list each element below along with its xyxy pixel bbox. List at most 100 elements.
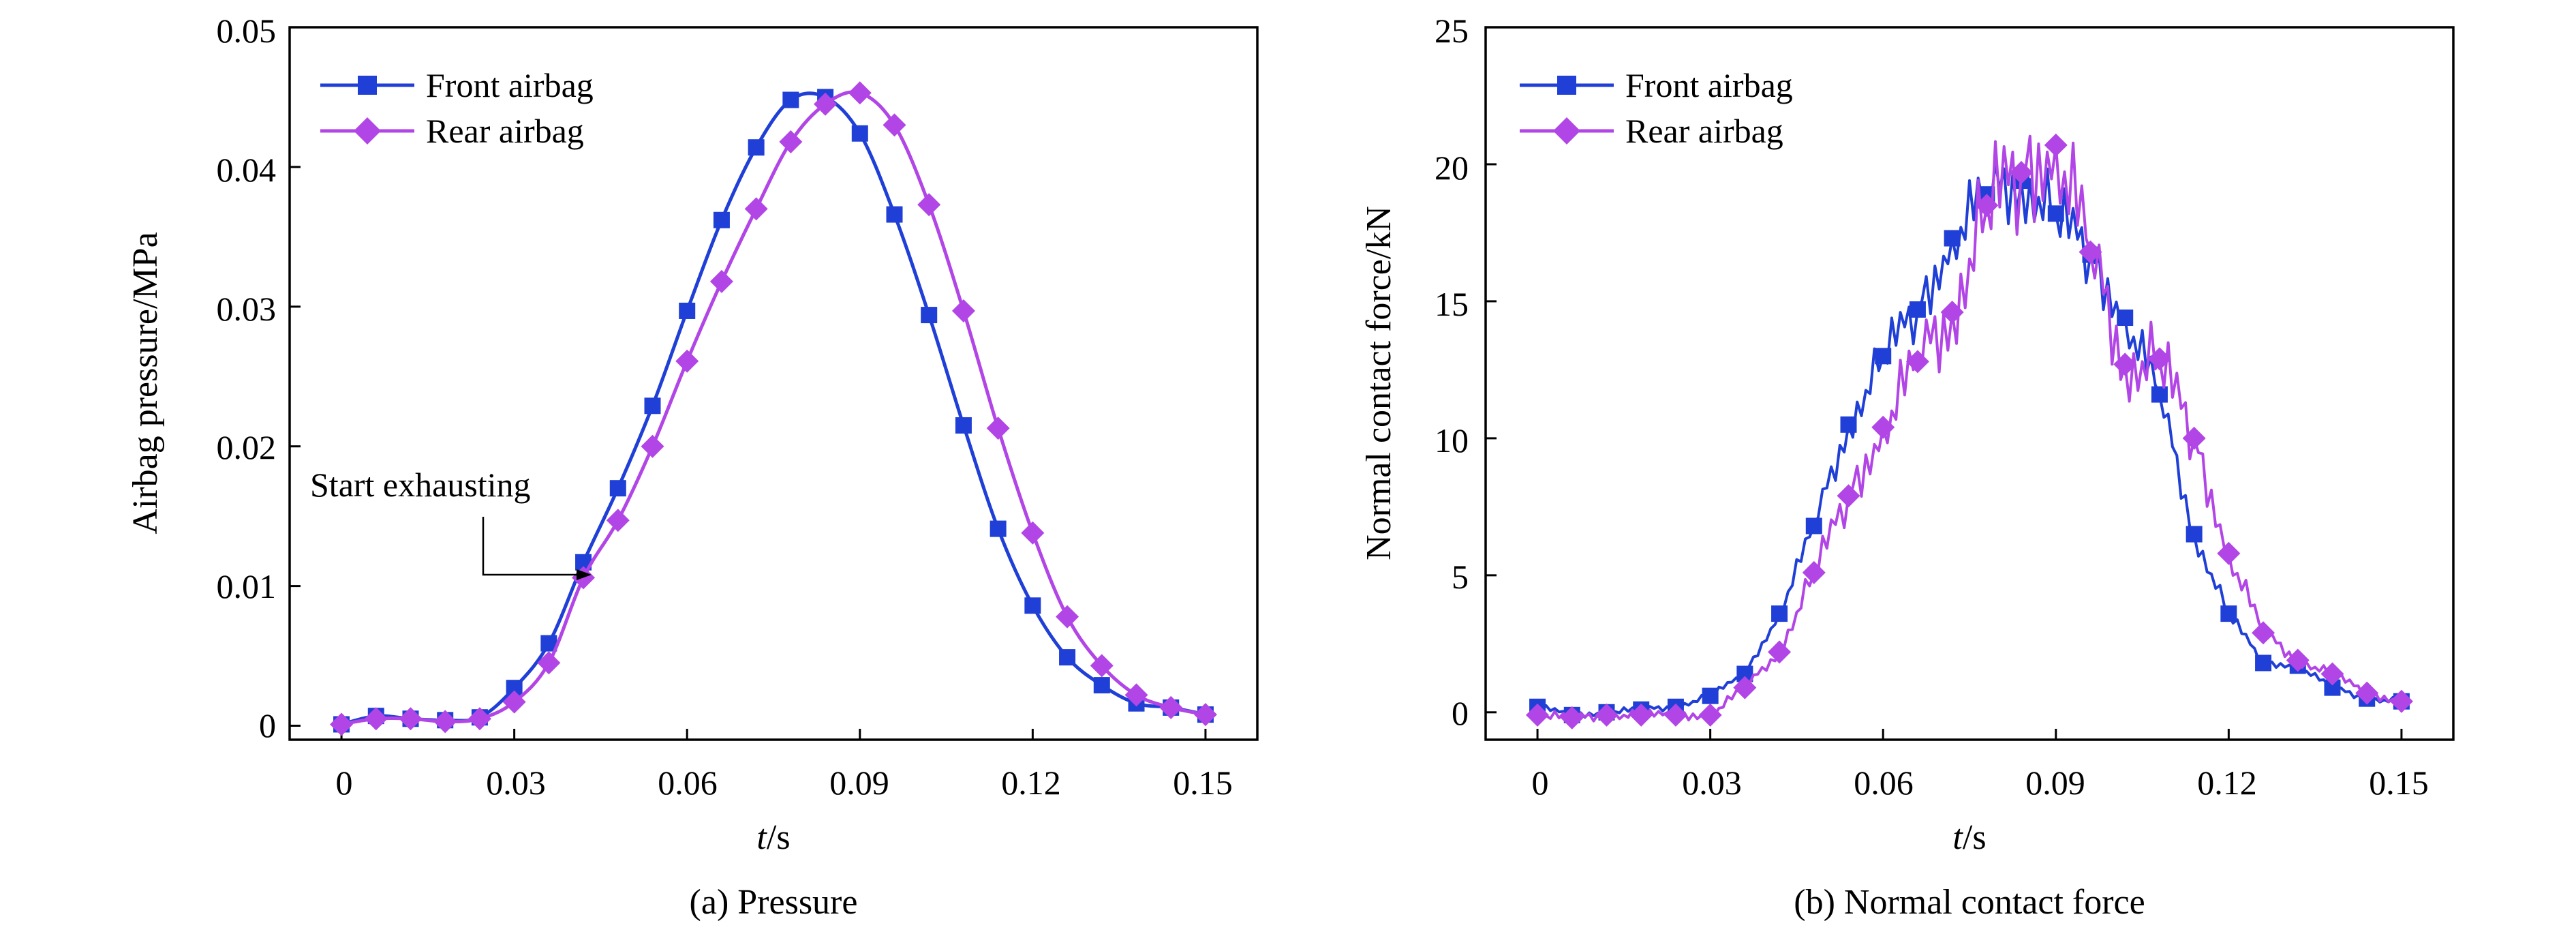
- chart-a-legend: Front airbag Rear airbag: [320, 66, 594, 150]
- chart-b-legend-rear-marker: [1553, 117, 1580, 145]
- chart-a-rear-airbag-marker: [675, 349, 699, 373]
- chart-b-rear-airbag-marker: [2252, 621, 2275, 645]
- chart-a-front-airbag-marker: [1059, 649, 1076, 666]
- chart-b-rear-airbag-marker: [1698, 703, 1722, 727]
- chart-b-front-airbag-marker: [2151, 386, 2168, 403]
- chart-a-rear-airbag-marker: [1056, 605, 1079, 629]
- chart-b-xtick-label: 0.15: [2369, 764, 2429, 802]
- chart-b-ytick-label: 0: [1452, 694, 1469, 732]
- chart-a-rear-airbag-marker: [1021, 521, 1045, 545]
- chart-a-ytick-label: 0: [259, 706, 276, 744]
- chart-b-front-airbag-marker: [2117, 310, 2134, 327]
- chart-a-rear-airbag-marker: [330, 712, 354, 736]
- chart-b-rear-airbag-marker: [2320, 662, 2344, 686]
- chart-a-front-airbag-marker: [713, 211, 730, 228]
- chart-a-rear-airbag-marker: [814, 92, 838, 116]
- chart-a-rear-airbag-marker: [1159, 695, 1183, 719]
- chart-b-rear-airbag-marker: [2079, 240, 2102, 264]
- chart-a-xtick-label: 0.12: [1001, 764, 1061, 802]
- chart-a-rear-airbag-marker: [779, 130, 803, 154]
- chart-b-normal-contact-force: 0 0.03 0.06 0.09 0.12 0.15 0 5 10 15 20 …: [1360, 12, 2455, 922]
- chart-a-legend-front-label: Front airbag: [426, 66, 594, 104]
- chart-a-rear-airbag-marker: [399, 707, 423, 731]
- chart-b-rear-airbag-marker: [1975, 194, 1999, 217]
- chart-b-x-ticks: [1536, 729, 2403, 740]
- chart-a-caption: (a) Pressure: [690, 883, 858, 922]
- chart-b-plot-frame: [1484, 26, 2455, 741]
- chart-a-front-airbag-marker: [886, 206, 903, 223]
- chart-a-rear-airbag-marker: [1124, 683, 1148, 707]
- chart-a-front-airbag-marker: [748, 139, 765, 156]
- chart-a-legend-rear-marker: [354, 117, 381, 145]
- chart-b-rear-airbag-marker: [2217, 541, 2241, 565]
- chart-b-front-airbag-marker: [1702, 687, 1719, 704]
- chart-b-rear-airbag-marker: [1733, 676, 1757, 699]
- chart-a-rear-airbag-marker: [917, 193, 941, 217]
- chart-b-front-airbag-marker: [1875, 348, 1892, 365]
- chart-b-x-axis-symbol: t: [1952, 818, 1963, 857]
- chart-a-rear-airbag-marker: [951, 299, 975, 322]
- chart-a-rear-airbag-marker: [433, 710, 457, 734]
- chart-a-front-airbag-marker: [1093, 677, 1110, 694]
- chart-b-rear-airbag-marker: [2355, 681, 2379, 705]
- chart-a-x-axis-label: t/s: [756, 818, 790, 857]
- chart-b-front-airbag-marker: [1771, 605, 1788, 622]
- chart-a-annotation-arrow-head: [577, 569, 592, 580]
- chart-a-legend-front-marker: [358, 76, 377, 95]
- chart-b-ytick-label: 15: [1435, 285, 1469, 323]
- chart-b-ytick-label: 5: [1452, 558, 1469, 596]
- chart-b-rear-airbag-marker: [1871, 415, 1895, 439]
- chart-a-rear-airbag-marker: [1090, 654, 1114, 678]
- chart-b-rear-airbag-marker: [1595, 703, 1619, 727]
- chart-b-legend: Front airbag Rear airbag: [1520, 66, 1793, 150]
- chart-a-pressure: 0 0.03 0.06 0.09 0.12 0.15 0 0.01 0.02 0…: [126, 12, 1259, 922]
- chart-b-front-airbag-marker: [2186, 526, 2203, 543]
- chart-a-xtick-label: 0.15: [1173, 764, 1233, 802]
- chart-b-y-axis-label: Normal contact force/kN: [1360, 206, 1398, 560]
- chart-a-xtick-label: 0.03: [486, 764, 546, 802]
- chart-b-ytick-label: 20: [1435, 149, 1469, 187]
- chart-a-rear-airbag-marker: [641, 434, 664, 458]
- chart-b-rear-airbag-marker: [2182, 426, 2206, 450]
- chart-a-rear-airbag-marker: [1193, 703, 1217, 727]
- chart-a-xtick-label: 0.09: [829, 764, 889, 802]
- chart-a-x-axis-unit: /s: [767, 818, 791, 857]
- chart-a-rear-airbag-marker: [709, 269, 733, 293]
- chart-b-rear-airbag-marker: [2389, 689, 2413, 713]
- chart-a-x-axis-symbol: t: [756, 818, 767, 857]
- chart-b-front-airbag-marker: [2220, 605, 2237, 622]
- chart-a-front-airbag-marker: [644, 397, 661, 415]
- chart-a-rear-airbag-marker: [848, 81, 872, 105]
- chart-a-y-axis-label: Airbag pressure/MPa: [126, 232, 165, 534]
- chart-a-front-airbag-marker: [851, 125, 868, 142]
- chart-a-xtick-label: 0.06: [658, 764, 718, 802]
- chart-b-y-ticks: [1486, 26, 1497, 714]
- chart-a-rear-airbag-marker: [364, 707, 388, 731]
- chart-a-front-airbag-marker: [609, 480, 626, 497]
- chart-a-rear-airbag-marker: [537, 651, 561, 675]
- chart-b-legend-rear-label: Rear airbag: [1625, 112, 1783, 150]
- chart-b-rear-airbag-marker: [1768, 640, 1792, 664]
- chart-b-front-airbag-marker: [1805, 517, 1822, 534]
- chart-a-y-ticks: [290, 26, 301, 727]
- chart-a-front-airbag-marker: [782, 91, 799, 108]
- chart-a-front-airbag-marker: [955, 417, 972, 434]
- chart-b-rear-airbag-marker: [2286, 648, 2310, 672]
- chart-b-rear-airbag-marker: [1629, 703, 1653, 727]
- chart-a-series-group: [330, 81, 1217, 736]
- chart-b-rear-airbag-marker: [1560, 706, 1584, 729]
- chart-b-caption: (b) Normal contact force: [1794, 883, 2145, 922]
- chart-a-rear-airbag-marker: [502, 690, 526, 714]
- chart-b-front-airbag-marker: [2255, 654, 2272, 672]
- chart-b-series-group: [1526, 133, 2413, 729]
- chart-a-plot-frame: [288, 26, 1259, 741]
- chart-a-rear-airbag-line: [341, 90, 1206, 726]
- chart-b-rear-airbag-marker: [2147, 347, 2171, 371]
- chart-a-front-airbag-marker: [921, 307, 938, 324]
- chart-b-rear-airbag-marker: [1905, 350, 1929, 374]
- chart-b-front-airbag-marker: [1944, 230, 1961, 247]
- chart-a-ytick-label: 0.02: [217, 428, 277, 466]
- chart-a-rear-airbag-marker: [986, 417, 1010, 440]
- chart-b-rear-airbag-marker: [1663, 703, 1687, 727]
- chart-b-rear-airbag-marker: [2010, 161, 2034, 185]
